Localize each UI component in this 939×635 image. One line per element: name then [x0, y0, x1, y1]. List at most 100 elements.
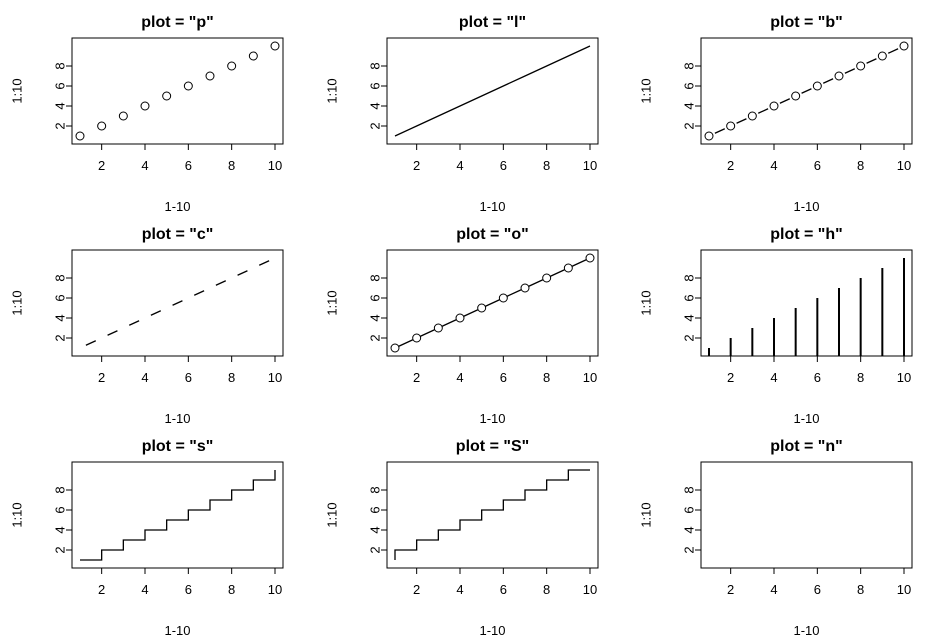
data-point [520, 283, 530, 293]
x-tick-label: 4 [770, 582, 777, 597]
y-tick-label: 2 [368, 334, 383, 341]
x-tick-label: 2 [727, 582, 734, 597]
panel-title: plot = "n" [770, 438, 843, 455]
x-tick-label: 8 [857, 582, 864, 597]
series-segment [193, 290, 205, 296]
x-tick-label: 8 [543, 582, 550, 597]
x-tick-label: 2 [413, 582, 420, 597]
y-tick-label: 8 [368, 486, 383, 493]
x-tick-label: 2 [98, 158, 105, 173]
panel-S-upper: plot = "S" 2 4 6 8 10 2 4 6 8 1-10 1:10 [325, 438, 599, 635]
x-axis-label: 1-10 [793, 199, 819, 214]
x-tick-label: 8 [543, 158, 550, 173]
y-tick-label: 6 [682, 294, 697, 301]
x-axis-label: 1-10 [793, 411, 819, 426]
y-tick-label: 2 [368, 546, 383, 553]
plot-frame [386, 461, 599, 569]
data-point [726, 121, 736, 131]
y-tick-label: 2 [368, 122, 383, 129]
panel-title: plot = "b" [770, 14, 843, 31]
x-tick-label: 8 [228, 582, 235, 597]
y-tick-label: 2 [53, 122, 68, 129]
data-point [97, 121, 107, 131]
x-tick-label: 6 [814, 158, 821, 173]
x-axis-label: 1-10 [164, 199, 190, 214]
data-point [140, 101, 150, 111]
y-tick-label: 4 [53, 314, 68, 321]
panel-c: plot = "c" 2 4 6 8 10 2 4 6 8 1-10 1:10 [10, 226, 284, 426]
data-point [899, 41, 909, 51]
x-axis-label: 1-10 [479, 411, 505, 426]
panel-n: plot = "n" 2 4 6 8 10 2 4 6 8 1-10 1:10 [639, 438, 913, 635]
data-point [227, 61, 237, 71]
y-tick-label: 4 [368, 102, 383, 109]
y-axis-label: 1:10 [639, 502, 654, 527]
panel-title: plot = "S" [456, 438, 529, 455]
x-tick-label: 4 [770, 370, 777, 385]
y-tick-label: 6 [368, 294, 383, 301]
data-point [248, 51, 258, 61]
x-tick-label: 2 [413, 370, 420, 385]
panel-l: plot = "l" 2 4 6 8 10 2 4 6 8 1-10 1:10 [325, 14, 599, 214]
y-tick-label: 4 [682, 314, 697, 321]
data-point [585, 253, 595, 263]
plot-frame [700, 249, 913, 357]
series-segment [85, 340, 97, 346]
y-tick-label: 8 [53, 62, 68, 69]
data-point [791, 91, 801, 101]
x-tick-label: 8 [543, 370, 550, 385]
x-axis-label: 1-10 [479, 623, 505, 635]
step-line [394, 469, 590, 560]
y-tick-label: 6 [53, 294, 68, 301]
data-point [812, 81, 822, 91]
y-tick-label: 4 [53, 526, 68, 533]
y-tick-label: 8 [682, 274, 697, 281]
y-tick-label: 8 [682, 62, 697, 69]
x-tick-label: 10 [897, 158, 911, 173]
x-tick-label: 2 [98, 370, 105, 385]
series-segment [887, 48, 899, 54]
panel-title: plot = "h" [770, 226, 843, 243]
x-tick-label: 2 [413, 158, 420, 173]
x-tick-label: 4 [141, 370, 148, 385]
y-tick-label: 4 [682, 102, 697, 109]
y-tick-label: 2 [53, 546, 68, 553]
panel-h: plot = "h" 2 4 6 8 10 2 4 6 8 1-10 1:10 [639, 226, 913, 426]
data-point [563, 263, 573, 273]
series-segment [779, 98, 791, 104]
x-axis-label: 1-10 [164, 623, 190, 635]
y-tick-label: 8 [368, 274, 383, 281]
data-point [542, 273, 552, 283]
series-line [394, 257, 591, 349]
y-axis-label: 1:10 [325, 78, 340, 103]
x-tick-label: 10 [897, 370, 911, 385]
series-segment [714, 128, 726, 134]
x-tick-label: 8 [857, 370, 864, 385]
x-tick-label: 4 [141, 582, 148, 597]
y-axis-label: 1:10 [325, 290, 340, 315]
series-segment [866, 58, 877, 64]
y-tick-label: 6 [368, 506, 383, 513]
data-point [498, 293, 508, 303]
y-tick-label: 2 [682, 122, 697, 129]
data-point [412, 333, 422, 343]
y-tick-label: 2 [682, 546, 697, 553]
y-tick-label: 6 [682, 82, 697, 89]
x-tick-label: 6 [185, 582, 192, 597]
x-axis-label: 1-10 [164, 411, 190, 426]
y-axis-label: 1:10 [639, 78, 654, 103]
y-tick-label: 6 [53, 506, 68, 513]
step-line [80, 470, 276, 561]
x-tick-label: 2 [727, 370, 734, 385]
panel-title: plot = "c" [142, 226, 214, 243]
x-tick-label: 10 [897, 582, 911, 597]
series-segment [215, 280, 227, 286]
x-tick-label: 4 [456, 370, 463, 385]
y-tick-label: 4 [53, 102, 68, 109]
y-tick-label: 4 [682, 526, 697, 533]
x-tick-label: 10 [583, 582, 597, 597]
y-tick-label: 8 [53, 274, 68, 281]
y-axis-label: 1:10 [325, 502, 340, 527]
data-point [834, 71, 844, 81]
